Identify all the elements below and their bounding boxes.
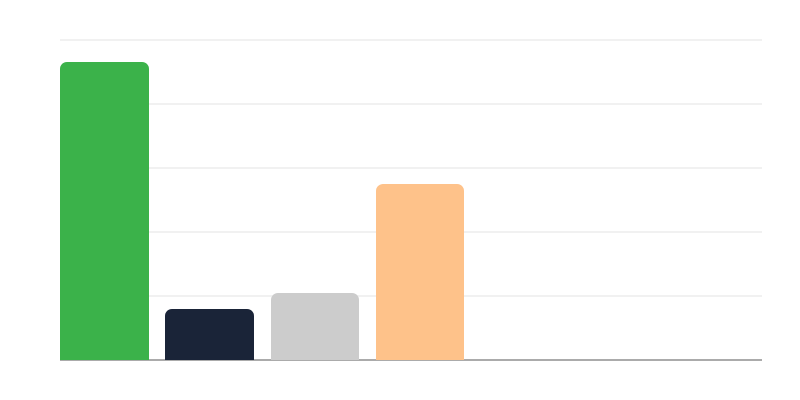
bar-chart-plot-area bbox=[60, 39, 762, 361]
bar bbox=[60, 62, 149, 360]
x-axis-baseline bbox=[60, 359, 762, 361]
bar bbox=[270, 292, 360, 360]
gridline bbox=[60, 167, 762, 169]
gridline bbox=[60, 39, 762, 41]
bar bbox=[165, 308, 254, 360]
gridline bbox=[60, 103, 762, 105]
bar bbox=[375, 184, 465, 360]
